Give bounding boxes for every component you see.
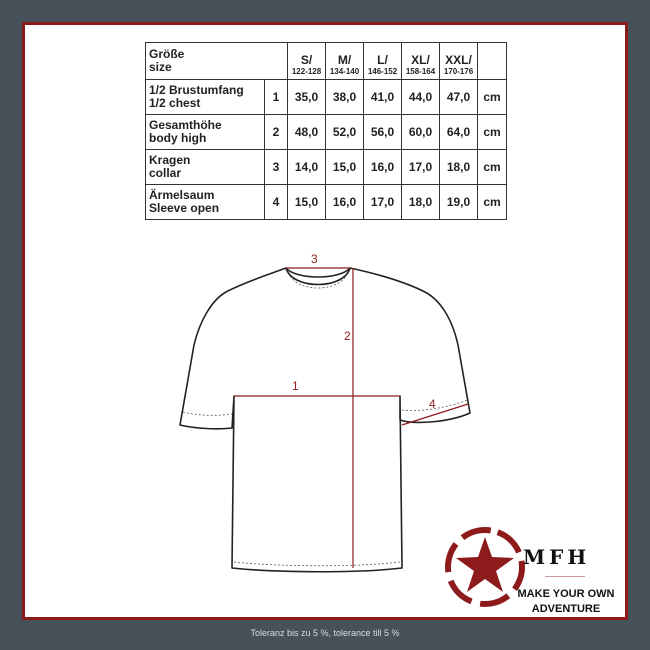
value-cell: 60,0 <box>401 114 440 150</box>
size-column-header: S/122-128 <box>287 42 326 80</box>
size-header: Größe size <box>145 42 288 80</box>
mfh-star-logo <box>445 527 525 607</box>
unit-cell: cm <box>477 149 507 185</box>
value-cell: 56,0 <box>363 114 402 150</box>
value-cell: 47,0 <box>439 79 478 115</box>
value-cell: 48,0 <box>287 114 326 150</box>
value-cell: 19,0 <box>439 184 478 220</box>
value-cell: 16,0 <box>363 149 402 185</box>
table-row: Ärmelsaum Sleeve open 4 15,0 16,0 17,0 18,0 19,… <box>145 184 507 220</box>
tshirt-diagram: 1 2 3 4 <box>179 252 471 573</box>
value-cell: 18,0 <box>439 149 478 185</box>
tolerance-note: Toleranz bis zu 5 %, tolerance till 5 % <box>250 628 400 638</box>
value-cell: 64,0 <box>439 114 478 150</box>
value-cell: 14,0 <box>287 149 326 185</box>
tshirt-outline <box>179 267 471 573</box>
table-header-row: Größe size S/122-128 M/134-140 L/146-152 XL/… <box>145 42 507 80</box>
measure-label: 1/2 Brustumfang 1/2 chest <box>145 79 265 115</box>
label-4: 4 <box>429 397 436 411</box>
value-cell: 41,0 <box>363 79 402 115</box>
label-2: 2 <box>344 329 351 343</box>
size-column-header: L/146-152 <box>363 42 402 80</box>
brand-name: MFH <box>523 545 591 569</box>
measure-lines <box>234 267 469 568</box>
measure-label: Gesamthöhe body high <box>145 114 265 150</box>
divider <box>545 576 585 577</box>
label-3: 3 <box>311 252 318 266</box>
empty-cell <box>477 42 507 80</box>
table-row: Gesamthöhe body high 2 48,0 52,0 56,0 60,0 64,0… <box>145 114 507 150</box>
value-cell: 15,0 <box>325 149 364 185</box>
measure-number: 4 <box>264 184 288 220</box>
label-1: 1 <box>292 379 299 393</box>
tagline: MAKE YOUR OWN ADVENTURE <box>517 588 615 615</box>
size-chart-panel: Größe size S/122-128 M/134-140 L/146-152 XL/… <box>22 22 628 620</box>
value-cell: 17,0 <box>363 184 402 220</box>
measure-sleeve <box>401 403 469 426</box>
size-column-header: XXL/170-176 <box>439 42 478 80</box>
unit-cell: cm <box>477 184 507 220</box>
value-cell: 35,0 <box>287 79 326 115</box>
size-table: Größe size S/122-128 M/134-140 L/146-152 XL/… <box>145 42 507 220</box>
